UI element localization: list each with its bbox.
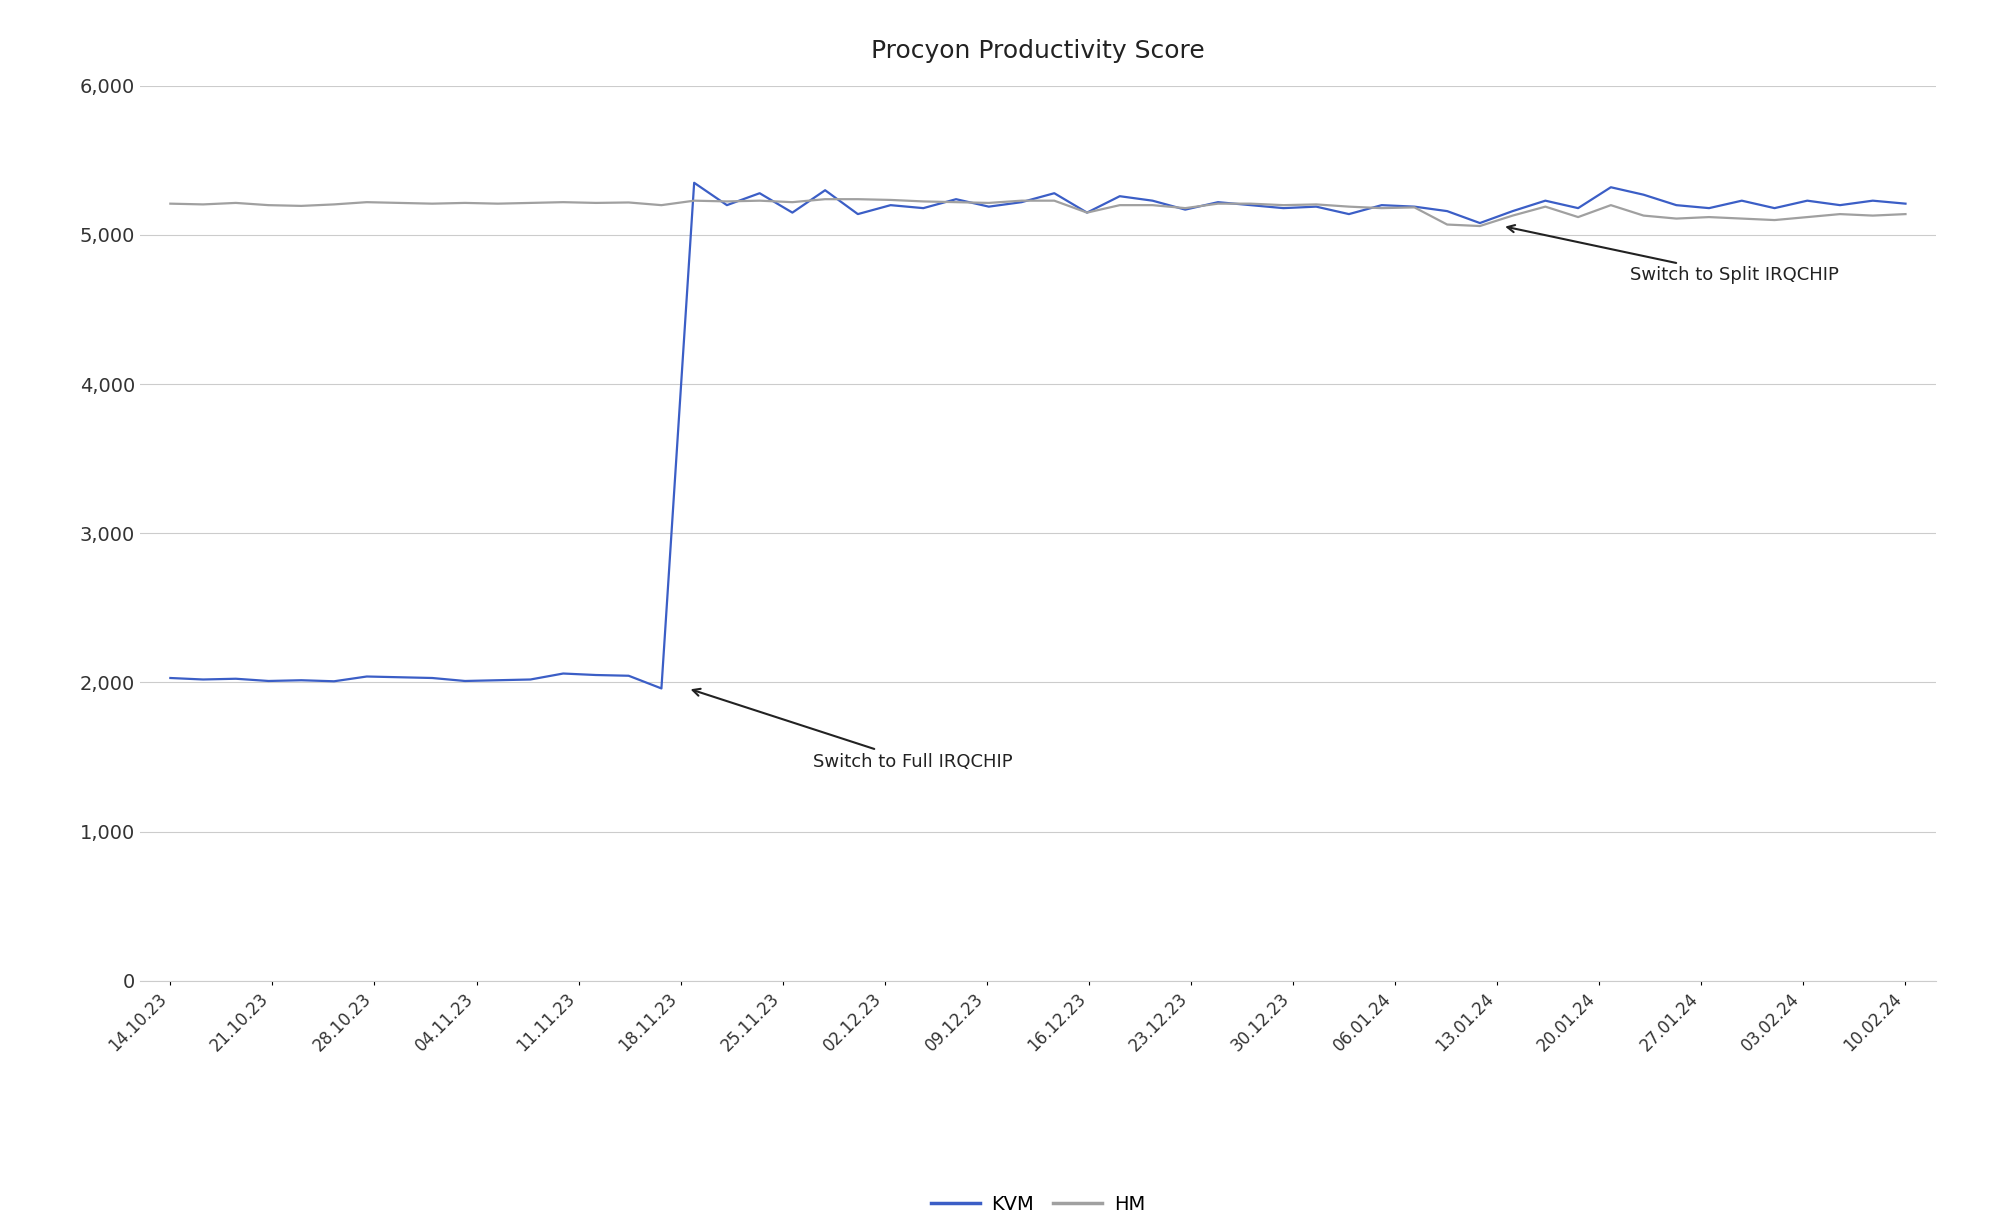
Title: Procyon Productivity Score: Procyon Productivity Score xyxy=(870,39,1206,63)
Text: Switch to Full IRQCHIP: Switch to Full IRQCHIP xyxy=(693,689,1014,771)
Text: Switch to Split IRQCHIP: Switch to Split IRQCHIP xyxy=(1507,226,1838,284)
Legend: KVM, HM: KVM, HM xyxy=(922,1187,1154,1221)
